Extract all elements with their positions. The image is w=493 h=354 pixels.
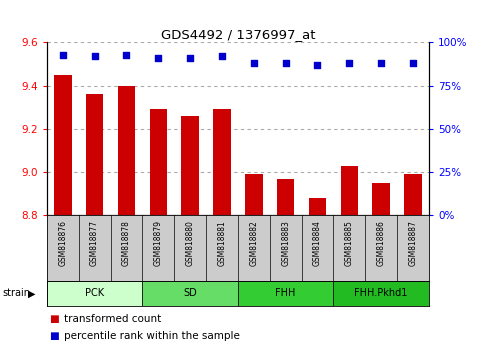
Text: GSM818879: GSM818879 [154, 221, 163, 267]
Bar [238, 281, 333, 306]
Bar [181, 116, 199, 215]
Text: GSM818884: GSM818884 [313, 221, 322, 266]
Text: SD: SD [183, 289, 197, 298]
Text: ■: ■ [49, 314, 59, 324]
Bar [149, 109, 167, 215]
Bar [372, 183, 390, 215]
Text: transformed count: transformed count [64, 314, 161, 324]
Bar [54, 75, 71, 215]
Point [218, 53, 226, 59]
Text: GSM818880: GSM818880 [185, 221, 195, 266]
Title: GDS4492 / 1376997_at: GDS4492 / 1376997_at [161, 28, 315, 41]
Point [409, 61, 417, 66]
Point [122, 52, 130, 57]
Point [91, 53, 99, 59]
Bar [404, 174, 422, 215]
Text: GSM818881: GSM818881 [217, 221, 226, 266]
Bar [309, 198, 326, 215]
Bar [118, 86, 135, 215]
Bar [245, 174, 263, 215]
Text: ■: ■ [49, 331, 59, 341]
Text: PCK: PCK [85, 289, 104, 298]
Bar [333, 281, 429, 306]
Text: FHH.Pkhd1: FHH.Pkhd1 [354, 289, 408, 298]
Bar [47, 281, 142, 306]
Text: GSM818876: GSM818876 [58, 221, 67, 267]
Bar [341, 166, 358, 215]
Bar [277, 178, 294, 215]
Point [186, 55, 194, 61]
Bar [142, 281, 238, 306]
Text: percentile rank within the sample: percentile rank within the sample [64, 331, 240, 341]
Point [154, 55, 162, 61]
Bar [213, 109, 231, 215]
Text: GSM818885: GSM818885 [345, 221, 354, 266]
Point [250, 61, 258, 66]
Point [314, 62, 321, 68]
Point [377, 61, 385, 66]
Text: GSM818878: GSM818878 [122, 221, 131, 266]
Bar [86, 94, 104, 215]
Text: strain: strain [2, 289, 31, 298]
Text: FHH: FHH [276, 289, 296, 298]
Text: GSM818882: GSM818882 [249, 221, 258, 266]
Point [282, 61, 289, 66]
Point [346, 61, 353, 66]
Text: GSM818886: GSM818886 [377, 221, 386, 266]
Text: GSM818883: GSM818883 [281, 221, 290, 266]
Point [59, 52, 67, 57]
Text: GSM818887: GSM818887 [409, 221, 418, 266]
Text: ▶: ▶ [28, 289, 35, 298]
Text: GSM818877: GSM818877 [90, 221, 99, 267]
